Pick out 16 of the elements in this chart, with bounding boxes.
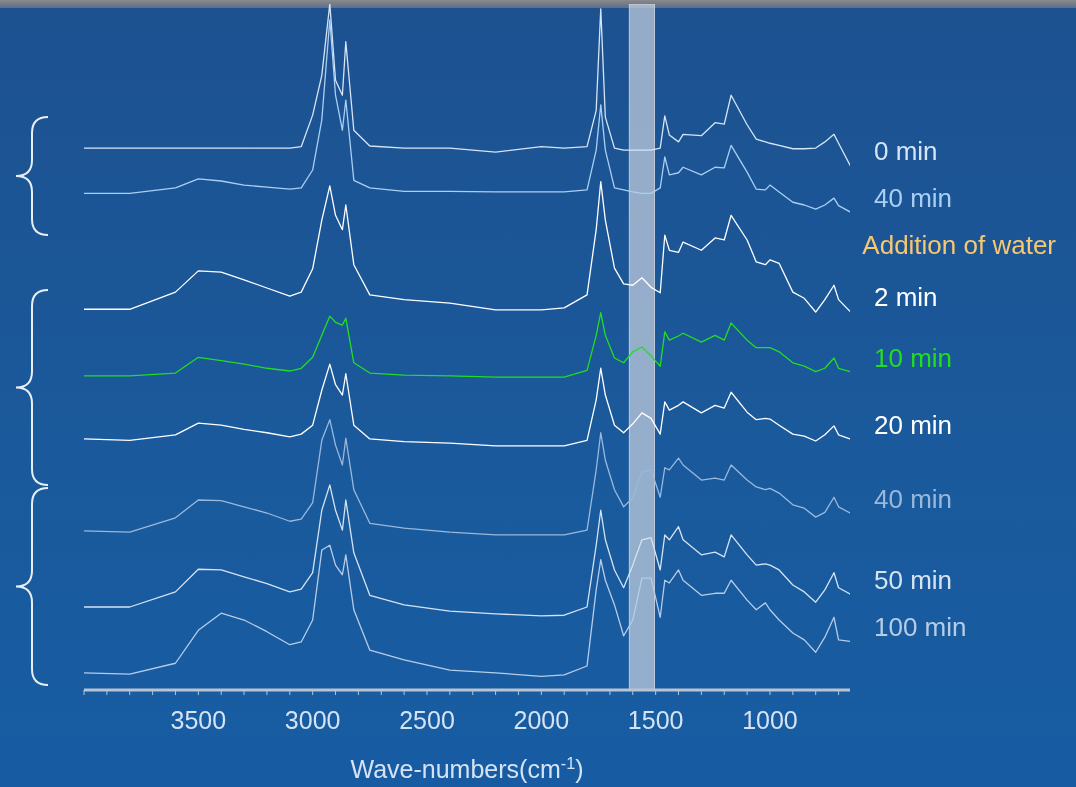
x-tick-label: 3500: [170, 705, 227, 734]
series-label: 0 min: [874, 136, 938, 167]
x-tick-label: 1500: [627, 705, 684, 734]
series-label: 10 min: [874, 342, 953, 373]
series-label: 100 min: [874, 612, 967, 643]
series-label: 40 min: [874, 182, 953, 213]
x-tick-label: 3000: [284, 705, 341, 734]
series-label: 40 min: [874, 483, 953, 514]
series-label: 2 min: [874, 282, 938, 313]
x-tick-label: 1000: [742, 705, 798, 734]
text: Addition of water: [862, 230, 1056, 261]
series-label: 50 min: [874, 564, 953, 595]
x-tick-label: 2000: [513, 705, 570, 734]
x-axis-title: Wave-numbers(cm$^{-1}$): [350, 754, 584, 783]
series-label: 20 min: [874, 409, 953, 440]
x-tick-label: 2500: [399, 705, 455, 734]
